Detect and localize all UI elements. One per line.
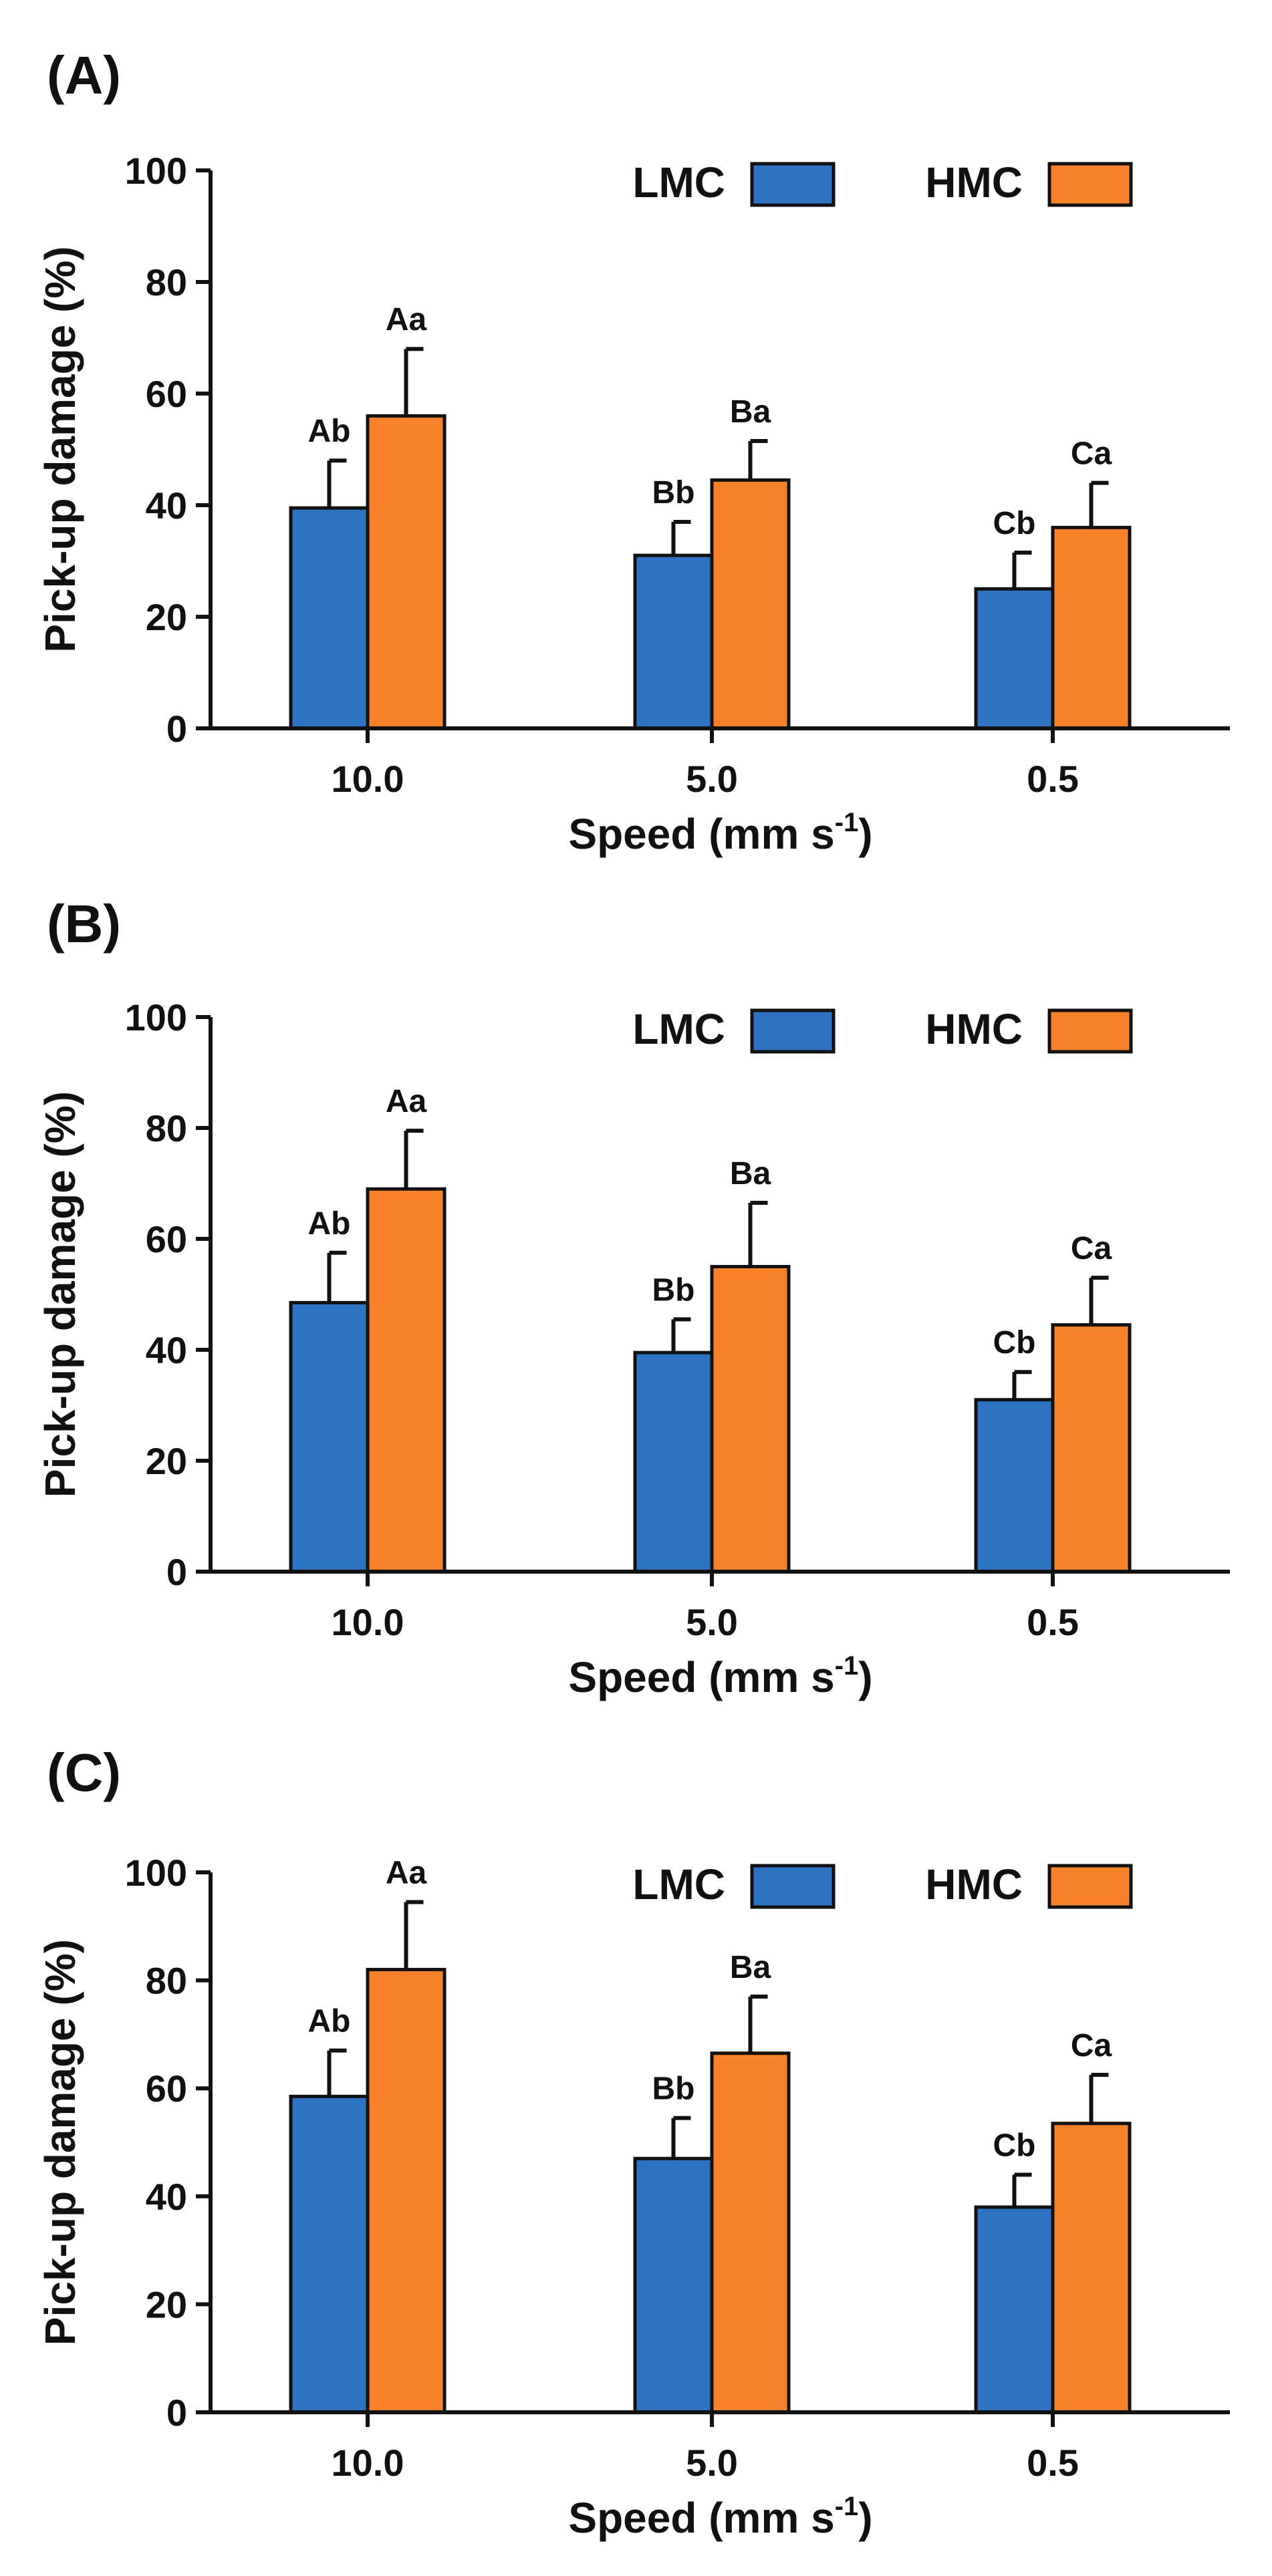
bar-hmc-10.0 [366, 1967, 447, 2414]
y-tick-label: 0 [166, 2392, 187, 2434]
x-axis-title-main: Speed (mm s [568, 810, 834, 858]
x-axis-title: Speed (mm s-1) [568, 2492, 872, 2542]
significance-label: Bb [652, 2071, 695, 2107]
significance-label: Ca [1071, 2028, 1112, 2063]
legend-swatch-hmc [1047, 1864, 1133, 1909]
y-tick-label: 0 [166, 1551, 187, 1593]
x-tick-label: 0.5 [1027, 1601, 1079, 1643]
legend-label-hmc: HMC [925, 158, 1023, 206]
y-tick-label: 20 [146, 2283, 187, 2325]
x-axis-title-superscript: -1 [835, 2492, 859, 2521]
bar-lmc-10.0 [289, 1300, 370, 1574]
legend-swatch-lmc [750, 1008, 836, 1054]
significance-label: Ba [730, 1156, 771, 1191]
significance-label: Ca [1071, 1231, 1112, 1266]
significance-label: Bb [652, 475, 695, 511]
y-tick-label: 80 [146, 1107, 187, 1149]
x-axis-title-superscript: -1 [835, 1651, 859, 1681]
significance-label: Cb [993, 1325, 1036, 1361]
bar-hmc-0.5 [1051, 2122, 1132, 2414]
chart-panel-a: (A) Ab Bb Cb Aa Ba Ca 0 20 40 60 80 100 10.0 5.0 0.5 Pic… [36, 45, 1230, 858]
y-axis-title: Pick-up damage (%) [36, 1939, 84, 2345]
bar-hmc-5.0 [710, 1265, 791, 1574]
y-tick-label: 40 [146, 1329, 187, 1371]
bar-hmc-5.0 [710, 478, 791, 730]
x-tick-label: 10.0 [332, 758, 404, 800]
y-axis-title: Pick-up damage (%) [36, 246, 84, 652]
panel-label: (C) [47, 1743, 121, 1802]
significance-label: Aa [386, 1855, 427, 1890]
y-tick-label: 20 [146, 596, 187, 638]
x-axis-title-superscript: -1 [835, 808, 859, 837]
x-tick-label: 10.0 [332, 1601, 404, 1643]
chart-panel-b: (B) Ab Bb Cb Aa Ba Ca 0 20 40 60 80 100 10.0 5.0 0.5 Pic… [36, 894, 1230, 1701]
x-axis-title-end: ) [858, 810, 872, 858]
bar-lmc-5.0 [633, 2156, 714, 2414]
x-tick-label: 5.0 [686, 1601, 738, 1643]
significance-label: Ba [730, 1950, 771, 1985]
bar-hmc-0.5 [1051, 525, 1132, 730]
y-tick-label: 100 [125, 150, 187, 192]
bar-lmc-10.0 [289, 506, 370, 730]
x-axis-title: Speed (mm s-1) [568, 1651, 872, 1701]
y-tick-label: 60 [146, 2067, 187, 2110]
x-tick-label: 5.0 [686, 2442, 738, 2484]
x-axis-title: Speed (mm s-1) [568, 808, 872, 858]
y-tick-label: 100 [125, 1852, 187, 1894]
bar-hmc-0.5 [1051, 1323, 1132, 1574]
y-tick-label: 80 [146, 261, 187, 303]
x-axis-title-main: Speed (mm s [568, 1653, 834, 1701]
legend-swatch-lmc [750, 162, 836, 207]
y-tick-label: 60 [146, 1218, 187, 1260]
significance-label: Bb [652, 1272, 695, 1308]
significance-label: Ca [1071, 436, 1112, 472]
bar-lmc-0.5 [974, 2205, 1055, 2414]
significance-label: Aa [386, 1084, 427, 1119]
bar-lmc-0.5 [974, 587, 1055, 730]
legend-label-lmc: LMC [632, 1860, 725, 1908]
bar-lmc-10.0 [289, 2094, 370, 2414]
y-tick-label: 100 [125, 996, 187, 1038]
significance-label: Ab [308, 1206, 351, 1242]
chart-panel-c: (C) Ab Bb Cb Aa Ba Ca 0 20 40 60 80 100 10.0 5.0 0.5 Pic… [36, 1743, 1230, 2542]
x-tick-label: 5.0 [686, 758, 738, 800]
y-tick-label: 40 [146, 484, 187, 527]
legend-label-lmc: LMC [632, 1005, 725, 1053]
bar-hmc-5.0 [710, 2051, 791, 2414]
significance-label: Ba [730, 394, 771, 430]
y-tick-label: 60 [146, 373, 187, 415]
legend-swatch-lmc [750, 1864, 836, 1909]
legend-label-hmc: HMC [925, 1005, 1023, 1053]
legend-swatch-hmc [1047, 162, 1133, 207]
bar-hmc-10.0 [366, 414, 447, 730]
significance-label: Aa [386, 302, 427, 337]
bar-lmc-0.5 [974, 1398, 1055, 1574]
y-tick-label: 20 [146, 1440, 187, 1482]
x-tick-label: 0.5 [1027, 2442, 1079, 2484]
x-axis-title-main: Speed (mm s [568, 2494, 834, 2542]
bar-lmc-5.0 [633, 553, 714, 730]
legend-swatch-hmc [1047, 1008, 1133, 1054]
y-tick-label: 40 [146, 2176, 187, 2218]
significance-label: Ab [308, 2004, 351, 2039]
significance-label: Cb [993, 2128, 1036, 2163]
y-tick-label: 80 [146, 1960, 187, 2002]
y-tick-label: 0 [166, 708, 187, 750]
x-tick-label: 10.0 [332, 2442, 404, 2484]
x-axis-title-end: ) [858, 2494, 872, 2542]
panel-label: (B) [47, 894, 121, 954]
x-axis-title-end: ) [858, 1653, 872, 1701]
bar-hmc-10.0 [366, 1187, 447, 1574]
legend-label-hmc: HMC [925, 1860, 1023, 1908]
panel-label: (A) [47, 45, 121, 105]
x-tick-label: 0.5 [1027, 758, 1079, 800]
y-axis-title: Pick-up damage (%) [36, 1091, 84, 1497]
significance-label: Ab [308, 414, 351, 449]
significance-label: Cb [993, 506, 1036, 541]
bar-lmc-5.0 [633, 1350, 714, 1574]
legend-label-lmc: LMC [632, 158, 725, 206]
